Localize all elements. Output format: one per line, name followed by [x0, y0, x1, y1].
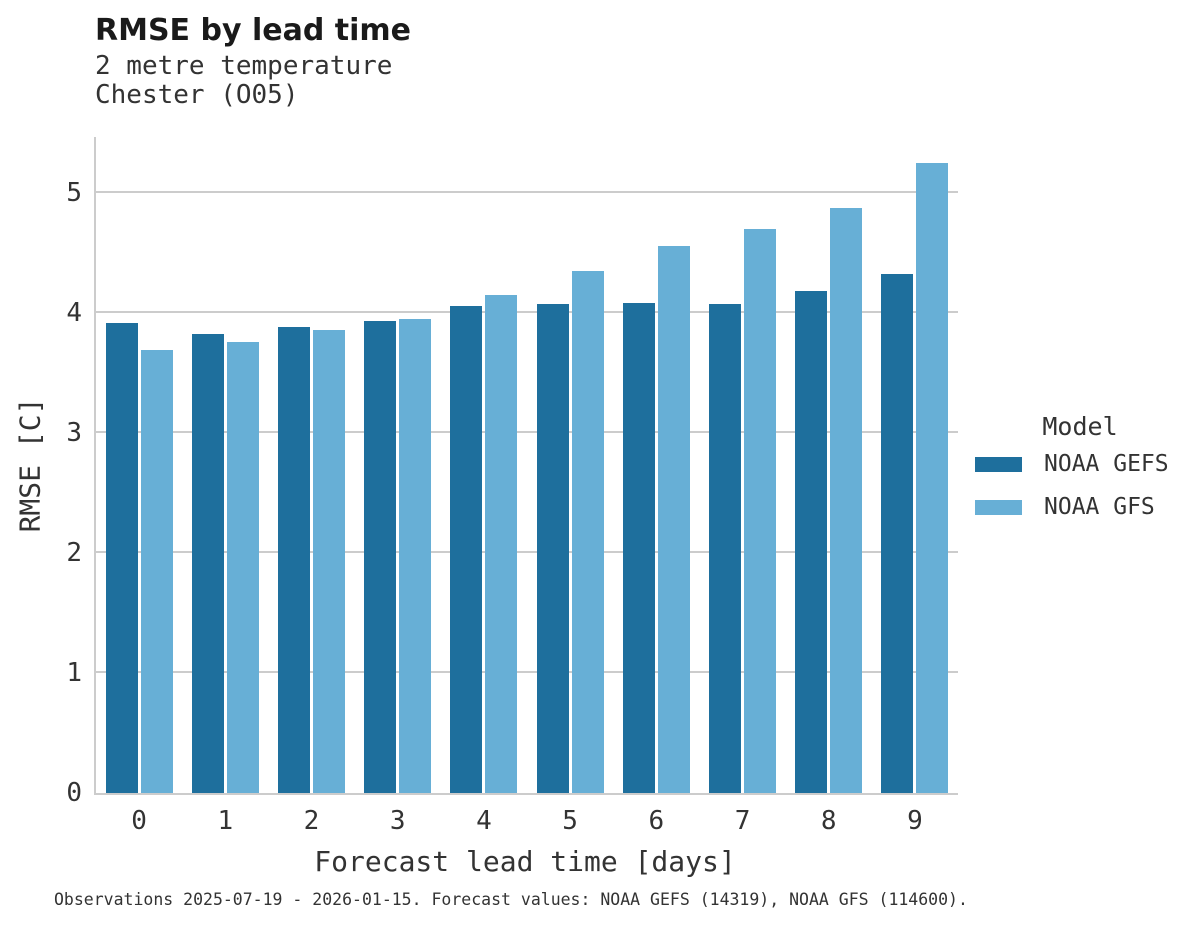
x-tick-label-5: 5: [562, 806, 578, 836]
y-tick-label-2: 2: [66, 538, 82, 569]
legend-swatch-icon: [975, 499, 1022, 515]
bar-group-lead-9: 9: [872, 137, 958, 834]
gridline-y5: [96, 191, 958, 194]
bar-noaa-gfs-lead-9: [916, 163, 949, 793]
bar-group-lead-6: 6: [613, 137, 699, 834]
gridline-y2: [96, 551, 958, 554]
legend-entries: NOAA GEFS NOAA GFS: [975, 451, 1185, 520]
x-tick-label-9: 9: [907, 806, 923, 836]
legend-title: Model: [1042, 412, 1118, 441]
legend-entry-noaa-gfs: NOAA GFS: [975, 494, 1185, 520]
bar-noaa-gfs-lead-0: [140, 350, 173, 793]
bar-noaa-gefs-lead-9: [881, 273, 914, 793]
bar-noaa-gefs-lead-3: [364, 320, 397, 793]
x-axis-title: Forecast lead time [days]: [314, 845, 736, 878]
y-tick-label-5: 5: [66, 178, 82, 209]
bar-group-lead-5: 5: [527, 137, 613, 834]
x-tick-label-3: 3: [389, 806, 406, 836]
bar-noaa-gfs-lead-8: [830, 207, 863, 793]
x-tick-label-0: 0: [131, 806, 147, 836]
bar-group-lead-8: 8: [786, 137, 872, 834]
x-tick-label-4: 4: [476, 806, 492, 836]
bar-noaa-gfs-lead-6: [657, 246, 690, 793]
bar-noaa-gefs-lead-7: [709, 303, 742, 793]
chart-title: RMSE by lead time: [95, 13, 411, 48]
legend-label: NOAA GEFS: [1044, 451, 1169, 477]
bar-noaa-gfs-lead-5: [571, 271, 604, 793]
bar-noaa-gefs-lead-4: [450, 306, 483, 793]
legend-swatch-icon: [975, 456, 1022, 472]
y-tick-label-1: 1: [66, 658, 82, 689]
legend: Model NOAA GEFS NOAA GFS: [975, 412, 1185, 537]
legend-entry-noaa-gefs: NOAA GEFS: [975, 451, 1185, 477]
x-tick-label-6: 6: [648, 806, 665, 836]
chart-subtitle-variable: 2 metre temperature: [95, 51, 393, 81]
y-axis-title: RMSE [C]: [13, 397, 47, 533]
bar-noaa-gefs-lead-2: [278, 326, 310, 793]
bar-group-lead-4: 4: [441, 137, 527, 834]
chart-subtitle-station: Chester (O05): [95, 80, 299, 110]
bar-noaa-gefs-lead-6: [622, 302, 655, 793]
x-tick-label-1: 1: [217, 806, 234, 836]
bar-group-lead-7: 7: [699, 137, 785, 834]
bar-group-lead-3: 3: [355, 137, 441, 834]
gridline-y1: [96, 671, 958, 674]
gridline-y4: [96, 311, 958, 314]
bar-noaa-gfs-lead-3: [399, 319, 432, 793]
bar-group-lead-0: 0: [96, 137, 182, 834]
gridline-y3: [96, 431, 958, 434]
y-tick-label-0: 0: [66, 778, 82, 808]
x-tick-label-7: 7: [734, 806, 751, 836]
bar-noaa-gefs-lead-8: [795, 290, 828, 793]
bar-noaa-gfs-lead-7: [744, 229, 777, 793]
bars-layer: 0 1 2 3 4 5 6 7 8 9: [96, 137, 958, 834]
legend-label: NOAA GFS: [1044, 494, 1155, 520]
x-tick-label-2: 2: [303, 806, 320, 836]
bar-noaa-gefs-lead-0: [105, 322, 138, 793]
caption: Observations 2025-07-19 - 2026-01-15. Fo…: [54, 890, 968, 909]
bar-noaa-gfs-lead-4: [485, 295, 518, 793]
y-tick-label-3: 3: [66, 418, 82, 449]
bar-group-lead-1: 1: [182, 137, 268, 834]
bar-noaa-gefs-lead-1: [191, 333, 224, 793]
bar-noaa-gfs-lead-1: [226, 342, 259, 793]
y-tick-label-4: 4: [66, 298, 82, 329]
x-tick-label-8: 8: [820, 806, 837, 836]
bar-noaa-gfs-lead-2: [313, 330, 345, 793]
bar-group-lead-2: 2: [268, 137, 354, 834]
plot-area: 0 1 2 3 4 5 0 1 2 3 4 5 6 7 8 9: [66, 137, 958, 834]
bar-noaa-gefs-lead-5: [536, 303, 569, 793]
